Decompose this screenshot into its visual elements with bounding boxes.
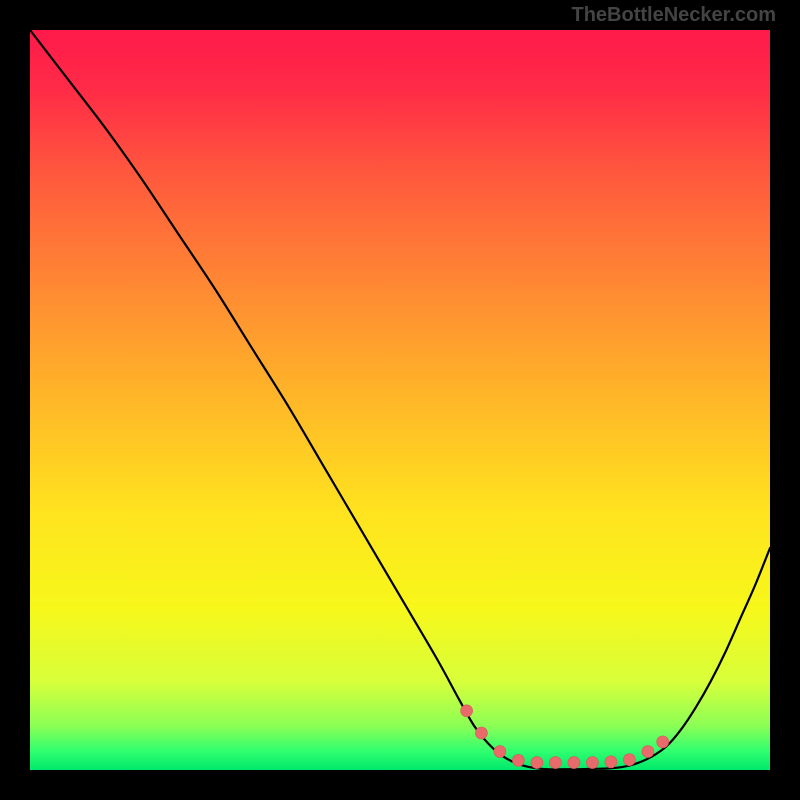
marker-point [642,746,654,758]
marker-point [657,736,669,748]
marker-point [586,757,598,769]
marker-point [475,727,487,739]
bottleneck-chart [30,30,770,770]
marker-point [512,754,524,766]
marker-point [494,746,506,758]
marker-point [461,705,473,717]
marker-point [549,757,561,769]
marker-point [605,756,617,768]
marker-point [623,754,635,766]
marker-point [568,757,580,769]
chart-background [30,30,770,770]
marker-point [531,757,543,769]
chart-svg [30,30,770,770]
watermark-text: TheBottleNecker.com [571,4,776,27]
